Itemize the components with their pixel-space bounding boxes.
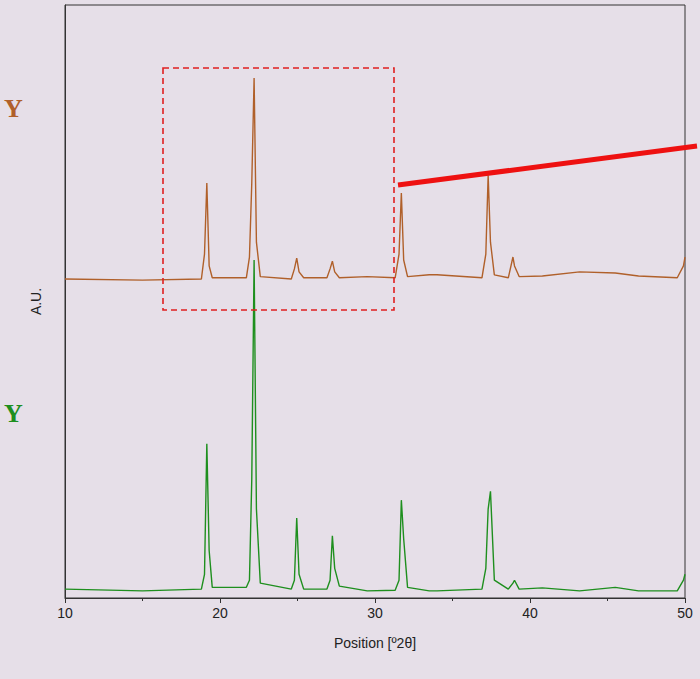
svg-text:50: 50 — [677, 605, 693, 621]
svg-text:A.U.: A.U. — [28, 288, 44, 315]
svg-text:Y: Y — [4, 399, 23, 428]
svg-text:Position [º2θ]: Position [º2θ] — [334, 635, 416, 651]
svg-text:40: 40 — [522, 605, 538, 621]
svg-text:30: 30 — [367, 605, 383, 621]
svg-text:10: 10 — [57, 605, 73, 621]
svg-text:Y: Y — [4, 94, 23, 123]
svg-text:20: 20 — [212, 605, 228, 621]
